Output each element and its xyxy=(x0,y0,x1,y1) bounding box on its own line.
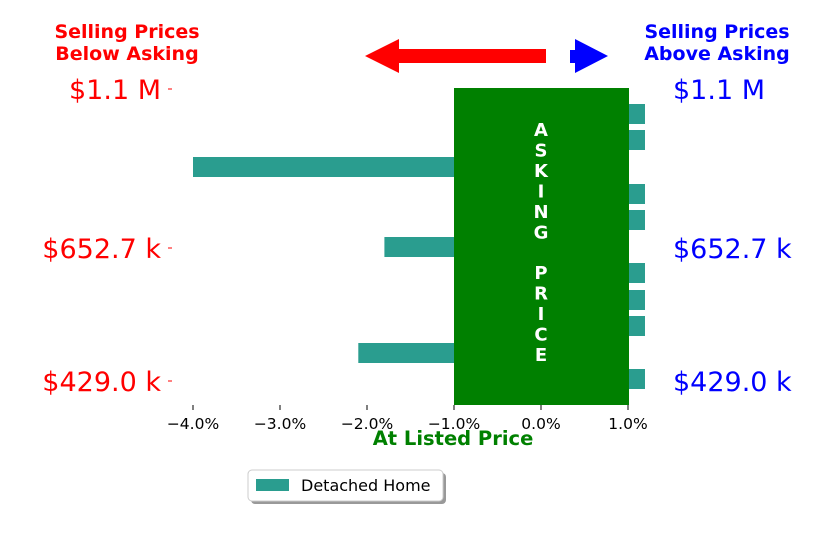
arrow-left-icon xyxy=(365,39,546,73)
banner-letter: G xyxy=(534,223,549,244)
banner-letter: I xyxy=(538,182,545,203)
bar-stub-3 xyxy=(629,184,645,204)
bar-stub-1 xyxy=(629,130,645,150)
legend-swatch xyxy=(256,479,289,491)
banner-letter: C xyxy=(534,325,547,346)
banner-letter: N xyxy=(533,202,548,223)
ytick-right-mid: $652.7 k xyxy=(673,234,792,265)
ytick-left-mid: $652.7 k xyxy=(42,234,161,265)
header-above-line2: Above Asking xyxy=(644,43,790,65)
bar-stub-4 xyxy=(629,210,645,230)
x-tick-label: −2.0% xyxy=(341,415,393,433)
legend: Detached Home xyxy=(247,469,446,504)
arrow-right-icon xyxy=(570,39,608,73)
banner-letter: A xyxy=(534,120,548,141)
x-tick-label: −4.0% xyxy=(167,415,219,433)
header-above-line1: Selling Prices xyxy=(644,21,789,43)
bar-stub-7 xyxy=(629,290,645,310)
banner-letter: R xyxy=(534,284,548,305)
banner-letter: E xyxy=(535,345,547,366)
banner-letter: K xyxy=(534,161,549,182)
bar-stub-8 xyxy=(629,316,645,336)
ytick-right-top: $1.1 M xyxy=(673,75,765,106)
x-axis: −4.0% −3.0% −2.0% −1.0% 0.0% 1.0% xyxy=(167,405,648,433)
asking-price-banner xyxy=(454,88,629,405)
bar-stub-10 xyxy=(629,369,645,389)
x-tick-label: −3.0% xyxy=(254,415,306,433)
x-tick-label: −1.0% xyxy=(428,415,480,433)
banner-letter: I xyxy=(538,304,545,325)
legend-label: Detached Home xyxy=(301,476,431,495)
ytick-left-top: $1.1 M xyxy=(69,75,161,106)
ytick-left-bottom: $429.0 k xyxy=(42,367,161,398)
legend-box xyxy=(247,469,444,502)
bars-group xyxy=(193,104,645,389)
header-below-line1: Selling Prices xyxy=(54,21,199,43)
banner-letter: P xyxy=(534,263,547,284)
x-tick-label: 0.0% xyxy=(521,415,560,433)
banner-letter: S xyxy=(535,141,548,162)
x-tick-label: 1.0% xyxy=(608,415,647,433)
bar-negative-9 xyxy=(358,343,454,363)
ytick-right-bottom: $429.0 k xyxy=(673,367,792,398)
x-axis-title: At Listed Price xyxy=(373,427,534,450)
bar-stub-6 xyxy=(629,263,645,283)
header-below-line2: Below Asking xyxy=(55,43,198,65)
bar-negative-5 xyxy=(384,237,454,257)
bar-stub-0 xyxy=(629,104,645,124)
bar-negative-2 xyxy=(193,157,454,177)
